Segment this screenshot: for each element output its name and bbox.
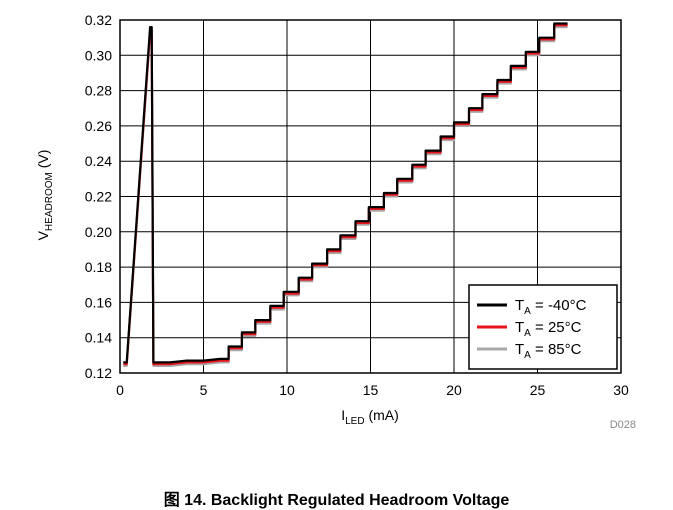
legend-label: TA = 85°C <box>515 341 582 361</box>
figure-id: D028 <box>610 419 636 431</box>
y-axis-label: VHEADROOM (V) <box>35 150 55 241</box>
tick-labels: 0 5 10 15 20 25 30 0.12 0.14 0.16 0.18 0.20 0.22 0.24… <box>85 12 629 398</box>
y-tick-label: 0.16 <box>85 294 112 310</box>
x-axis-label: ILED (mA) <box>341 407 399 427</box>
x-tick-label: 5 <box>200 382 208 398</box>
x-tick-label: 0 <box>116 382 124 398</box>
y-tick-label: 0.26 <box>85 118 112 134</box>
x-tick-label: 10 <box>279 382 295 398</box>
legend-label: TA = 25°C <box>515 319 582 339</box>
y-tick-label: 0.14 <box>85 330 112 346</box>
y-tick-label: 0.30 <box>85 47 112 63</box>
x-tick-label: 30 <box>613 382 629 398</box>
y-tick-label: 0.20 <box>85 224 112 240</box>
x-tick-label: 15 <box>363 382 379 398</box>
series-lines <box>123 22 568 367</box>
y-tick-label: 0.22 <box>85 189 112 205</box>
y-tick-label: 0.24 <box>85 153 112 169</box>
figure-caption: 图 14. Backlight Regulated Headroom Volta… <box>163 492 510 509</box>
x-tick-label: 20 <box>446 382 462 398</box>
plot-area-border <box>119 19 622 374</box>
y-tick-label: 0.18 <box>85 259 112 275</box>
y-tick-label: 0.32 <box>85 12 112 28</box>
legend: TA = -40°CTA = 25°CTA = 85°C <box>468 284 618 370</box>
legend-label: TA = -40°C <box>515 297 587 317</box>
series-line-0 <box>123 22 568 364</box>
x-tick-label: 25 <box>530 382 546 398</box>
y-tick-label: 0.28 <box>85 83 112 99</box>
y-tick-label: 0.12 <box>85 365 112 381</box>
